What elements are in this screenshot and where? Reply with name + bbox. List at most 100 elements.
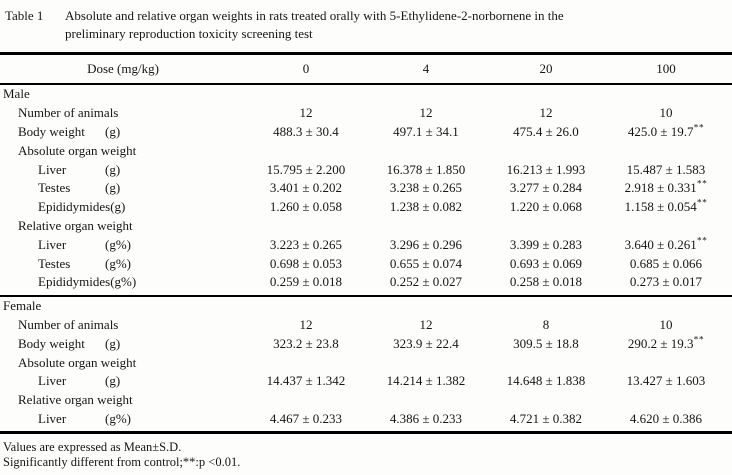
table-row: Testes (g%) 0.698 ± 0.053 0.655 ± 0.074 0.69… (0, 254, 732, 273)
footnote: Significantly different from control;**:… (3, 455, 241, 470)
bottom-rule (0, 431, 732, 435)
row-label: Testes (38, 180, 71, 196)
table-caption-line1: Absolute and relative organ weights in r… (65, 8, 564, 23)
value-cell: 4.467 ± 0.233 (269, 410, 343, 426)
table-body: Male Number of animals 12 12 12 10 Body weight… (0, 85, 732, 431)
section-name: Female (3, 298, 42, 314)
value-cell: 475.4 ± 26.0 (513, 123, 579, 139)
row-label-cell: Absolute organ weight (0, 143, 246, 159)
value-cell: 16.213 ± 1.993 (506, 161, 586, 177)
row-unit: (g) (105, 335, 121, 351)
table-row: Number of animals 12 12 12 10 (0, 104, 732, 123)
table-row: Relative organ weight (0, 391, 732, 410)
significance-marker: ** (693, 123, 705, 134)
row-unit: (g%) (105, 410, 131, 426)
table-row: Liver (g%) 3.223 ± 0.265 3.296 ± 0.296 3.399… (0, 235, 732, 254)
value-cell: 3.223 ± 0.265 (269, 236, 343, 252)
row-label-cell: Number of animals (0, 105, 246, 121)
value-cell: 0.252 ± 0.027 (389, 274, 463, 290)
value-cell: 12 (299, 316, 313, 332)
row-unit: (g) (105, 161, 121, 177)
row-label: Relative organ weight (18, 217, 133, 233)
dose-value: 4 (422, 61, 430, 76)
row-label: Liver (38, 373, 67, 389)
value-cell: 1.220 ± 0.068 (509, 199, 583, 215)
table-row: Liver (g%) 4.467 ± 0.233 4.386 ± 0.233 4.721… (0, 410, 732, 429)
value-cell: 15.795 ± 2.200 (266, 161, 346, 177)
table-row: Relative organ weight (0, 217, 732, 236)
value-cell: 12 (419, 105, 433, 121)
value-cell: 0.693 ± 0.069 (509, 255, 583, 271)
row-label-cell: Liver (g%) (0, 411, 246, 427)
value-cell: 0.698 ± 0.053 (269, 255, 343, 271)
value-cell: 12 (539, 105, 553, 121)
row-unit: (g) (105, 180, 121, 196)
row-label: Liver (38, 410, 67, 426)
row-label-cell: Liver (g%) (0, 237, 246, 253)
value-cell: 1.260 ± 0.058 (269, 199, 343, 215)
value-cell: 12 (299, 105, 313, 121)
row-label: Epididymides (38, 199, 111, 215)
value-cell: 4.620 ± 0.386 (629, 410, 703, 426)
row-label-cell: Relative organ weight (0, 392, 246, 408)
table-row: Absolute organ weight (0, 353, 732, 372)
table-row: Testes (g) 3.401 ± 0.202 3.238 ± 0.265 3.277… (0, 179, 732, 198)
row-unit: (g) (110, 199, 126, 215)
value-cell: 14.214 ± 1.382 (386, 373, 466, 389)
row-label-cell: Relative organ weight (0, 218, 246, 234)
value-cell: 497.1 ± 34.1 (393, 123, 459, 139)
row-label-cell: Epididymides(g%) (0, 274, 246, 290)
footnotes: Values are expressed as Mean±S.D. Signifi… (0, 434, 732, 470)
table-row: Epididymides(g) 1.260 ± 0.058 1.238 ± 0.08… (0, 198, 732, 217)
table-row: Liver (g) 15.795 ± 2.200 16.378 ± 1.850 16.2… (0, 160, 732, 179)
value-cell: 323.9 ± 22.4 (393, 335, 459, 351)
row-label: Liver (38, 161, 67, 177)
row-label-cell: Epididymides(g) (0, 199, 246, 215)
row-label: Relative organ weight (18, 392, 133, 408)
row-unit: (g) (105, 123, 121, 139)
value-cell: 3.296 ± 0.296 (389, 236, 463, 252)
dose-value: 0 (302, 61, 310, 76)
value-cell: 290.2 ± 19.3** (627, 335, 705, 351)
value-cell: 425.0 ± 19.7** (627, 123, 705, 139)
table-row: Absolute organ weight (0, 141, 732, 160)
row-unit: (g%) (105, 255, 131, 271)
section-header-row: Male (0, 85, 732, 104)
value-cell: 2.918 ± 0.331** (624, 180, 708, 196)
row-label: Absolute organ weight (18, 142, 137, 158)
section-header-row: Female (0, 297, 732, 316)
table-caption-line2: preliminary reproduction toxicity screen… (65, 26, 313, 41)
footnote: Values are expressed as Mean±S.D. (3, 440, 182, 455)
row-label-cell: Liver (g) (0, 162, 246, 178)
row-label-cell: Number of animals (0, 317, 246, 333)
value-cell: 14.648 ± 1.838 (506, 373, 586, 389)
table-caption: Absolute and relative organ weights in r… (65, 7, 722, 43)
row-label: Epididymides (38, 274, 111, 290)
row-label: Body weight (18, 123, 85, 139)
value-cell: 3.401 ± 0.202 (269, 180, 343, 196)
value-cell: 309.5 ± 18.8 (513, 335, 579, 351)
section-female: Female Number of animals 12 12 8 10 Body weigh… (0, 297, 732, 432)
value-cell: 488.3 ± 30.4 (273, 123, 339, 139)
dose-value: 20 (539, 61, 553, 76)
row-label: Testes (38, 255, 71, 271)
value-cell: 15.487 ± 1.583 (626, 161, 706, 177)
row-label-cell: Body weight (g) (0, 124, 246, 140)
table-row: Body weight (g) 323.2 ± 23.8 323.9 ± 22.4 30… (0, 334, 732, 353)
table-row: Number of animals 12 12 8 10 (0, 316, 732, 335)
row-label: Number of animals (18, 105, 119, 121)
row-unit: (g%) (105, 236, 131, 252)
row-label: Absolute organ weight (18, 354, 137, 370)
row-label-cell: Liver (g) (0, 373, 246, 389)
value-cell: 0.258 ± 0.018 (509, 274, 583, 290)
header-rule (0, 83, 732, 85)
significance-marker: ** (696, 198, 708, 209)
table-title: Table 1 Absolute and relative organ weig… (0, 0, 732, 43)
value-cell: 16.378 ± 1.850 (386, 161, 466, 177)
value-cell: 0.259 ± 0.018 (269, 274, 343, 290)
value-cell: 12 (419, 316, 433, 332)
value-cell: 0.685 ± 0.066 (629, 255, 703, 271)
value-cell: 3.277 ± 0.284 (509, 180, 583, 196)
significance-marker: ** (696, 180, 708, 191)
